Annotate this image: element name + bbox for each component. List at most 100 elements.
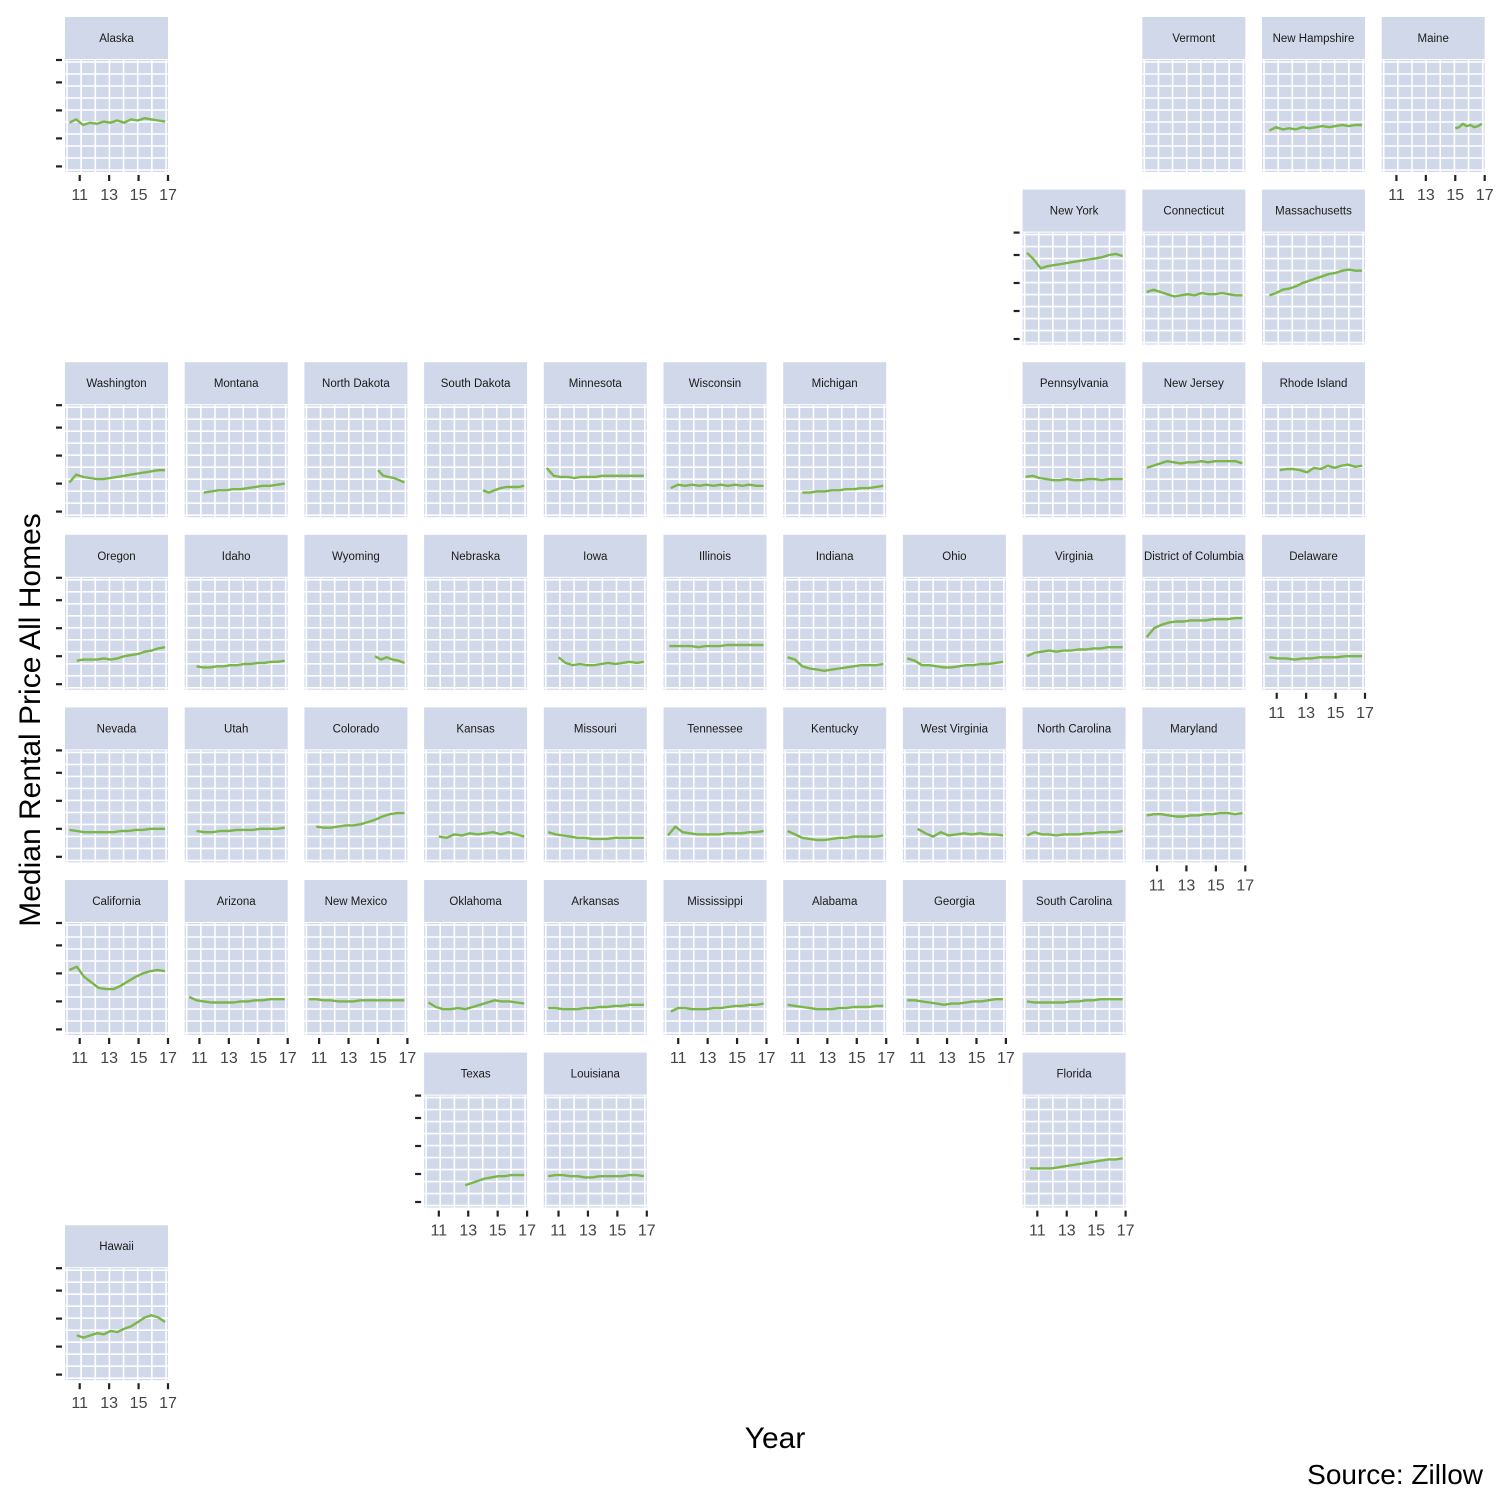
strip-background xyxy=(1262,534,1365,577)
series-line xyxy=(308,998,405,1003)
x-tick-label: 13 xyxy=(1058,1223,1076,1240)
strip-background xyxy=(304,362,408,405)
series-line xyxy=(907,998,1003,1006)
panel-kansas: Kansas xyxy=(424,707,528,863)
series-line xyxy=(374,655,405,665)
panel-background xyxy=(1262,405,1365,518)
x-tick-label: 17 xyxy=(159,187,177,204)
panel-background xyxy=(184,577,288,690)
strip-label: Colorado xyxy=(333,723,380,735)
strip-background xyxy=(424,707,528,750)
strip-background xyxy=(1022,534,1126,577)
panel-background xyxy=(424,750,528,863)
series-line xyxy=(669,643,764,649)
series-line xyxy=(438,831,525,839)
strip-background xyxy=(1381,17,1485,59)
series-line xyxy=(557,656,645,667)
strip-background xyxy=(663,534,767,577)
strip-label: Massachusetts xyxy=(1275,206,1352,218)
strip-background xyxy=(184,534,288,577)
series-line xyxy=(316,811,405,829)
series-line xyxy=(670,483,764,490)
y-axis-title: Median Rental Price All Homes xyxy=(14,513,47,927)
strip-background xyxy=(1262,362,1365,405)
series-line xyxy=(427,999,525,1011)
panel-alaska: Alaska 11 13 15 17 xyxy=(56,17,177,204)
series-line xyxy=(1145,616,1243,638)
panel-wyoming: Wyoming xyxy=(304,534,408,690)
strip-background xyxy=(424,880,528,922)
panel-background xyxy=(902,577,1006,690)
series-line xyxy=(68,469,166,484)
panel-background xyxy=(783,405,887,518)
strip-label: District of Columbia xyxy=(1144,551,1244,563)
strip-background xyxy=(304,880,408,922)
strip-label: Texas xyxy=(461,1069,491,1081)
panel-idaho: Idaho xyxy=(184,534,288,690)
strip-label: Delaware xyxy=(1289,551,1338,563)
x-tick-label: 17 xyxy=(518,1223,536,1240)
x-tick-label: 11 xyxy=(1268,705,1285,722)
x-tick-label: 17 xyxy=(877,1050,895,1067)
strip-background xyxy=(304,534,408,577)
panel-california: California 11 13 15 17 xyxy=(56,880,177,1067)
panel-arizona: Arizona 11 13 15 17 xyxy=(184,880,297,1067)
series-line xyxy=(545,467,644,480)
panel-background xyxy=(424,923,528,1035)
series-line xyxy=(1026,829,1123,837)
series-line xyxy=(188,995,285,1004)
strip-label: New York xyxy=(1050,206,1099,218)
strip-label: Kansas xyxy=(456,723,495,735)
x-tick-label: 17 xyxy=(638,1223,656,1240)
panel-background xyxy=(184,750,288,863)
x-tick-label: 15 xyxy=(1207,877,1225,894)
x-tick-label: 15 xyxy=(249,1050,267,1067)
x-tick-label: 17 xyxy=(1356,705,1374,722)
strip-label: Maine xyxy=(1418,33,1449,45)
x-tick-label: 13 xyxy=(100,187,118,204)
panel-background xyxy=(184,405,288,518)
panel-background xyxy=(65,750,168,863)
x-tick-label: 15 xyxy=(1087,1223,1105,1240)
panel-montana: Montana xyxy=(184,362,288,518)
strip-label: Washington xyxy=(86,378,146,390)
panel-background xyxy=(304,750,408,863)
panel-maryland: Maryland 11 13 15 17 xyxy=(1142,707,1254,894)
panel-rhode-island: Rhode Island xyxy=(1262,362,1365,518)
strip-background xyxy=(1142,362,1246,405)
panel-texas: Texas 11 13 15 17 xyxy=(415,1052,536,1240)
strip-label: West Virginia xyxy=(921,723,989,735)
x-tick-label: 11 xyxy=(550,1223,567,1240)
series-line xyxy=(787,656,884,672)
x-tick-label: 17 xyxy=(399,1050,417,1067)
strip-label: Connecticut xyxy=(1163,206,1225,218)
x-tick-label: 15 xyxy=(130,1050,148,1067)
strip-label: Oklahoma xyxy=(449,896,502,908)
series-line xyxy=(76,646,166,662)
panel-background xyxy=(184,923,288,1035)
strip-label: Alabama xyxy=(812,896,858,908)
strip-background xyxy=(543,880,647,922)
series-line xyxy=(787,1003,884,1011)
strip-background xyxy=(543,1052,647,1095)
panel-tennessee: Tennessee xyxy=(663,707,767,863)
panel-background xyxy=(543,405,647,518)
strip-background xyxy=(663,880,767,922)
panel-background xyxy=(783,923,887,1035)
panel-connecticut: Connecticut xyxy=(1142,189,1246,345)
x-tick-label: 13 xyxy=(459,1223,477,1240)
x-tick-label: 15 xyxy=(728,1050,746,1067)
panel-background xyxy=(1022,405,1126,518)
strip-label: Minnesota xyxy=(569,378,623,390)
strip-label: Wisconsin xyxy=(689,378,741,390)
series-line xyxy=(666,825,764,837)
panel-missouri: Missouri xyxy=(543,707,647,863)
strip-label: Tennessee xyxy=(687,723,743,735)
panel-oregon: Oregon xyxy=(56,534,168,690)
panel-new-mexico: New Mexico 11 13 15 17 xyxy=(304,880,416,1067)
series-line xyxy=(1026,646,1123,658)
x-tick-label: 13 xyxy=(100,1395,118,1412)
strip-background xyxy=(1142,534,1246,577)
panel-background xyxy=(65,1268,168,1381)
strip-label: California xyxy=(92,896,141,908)
